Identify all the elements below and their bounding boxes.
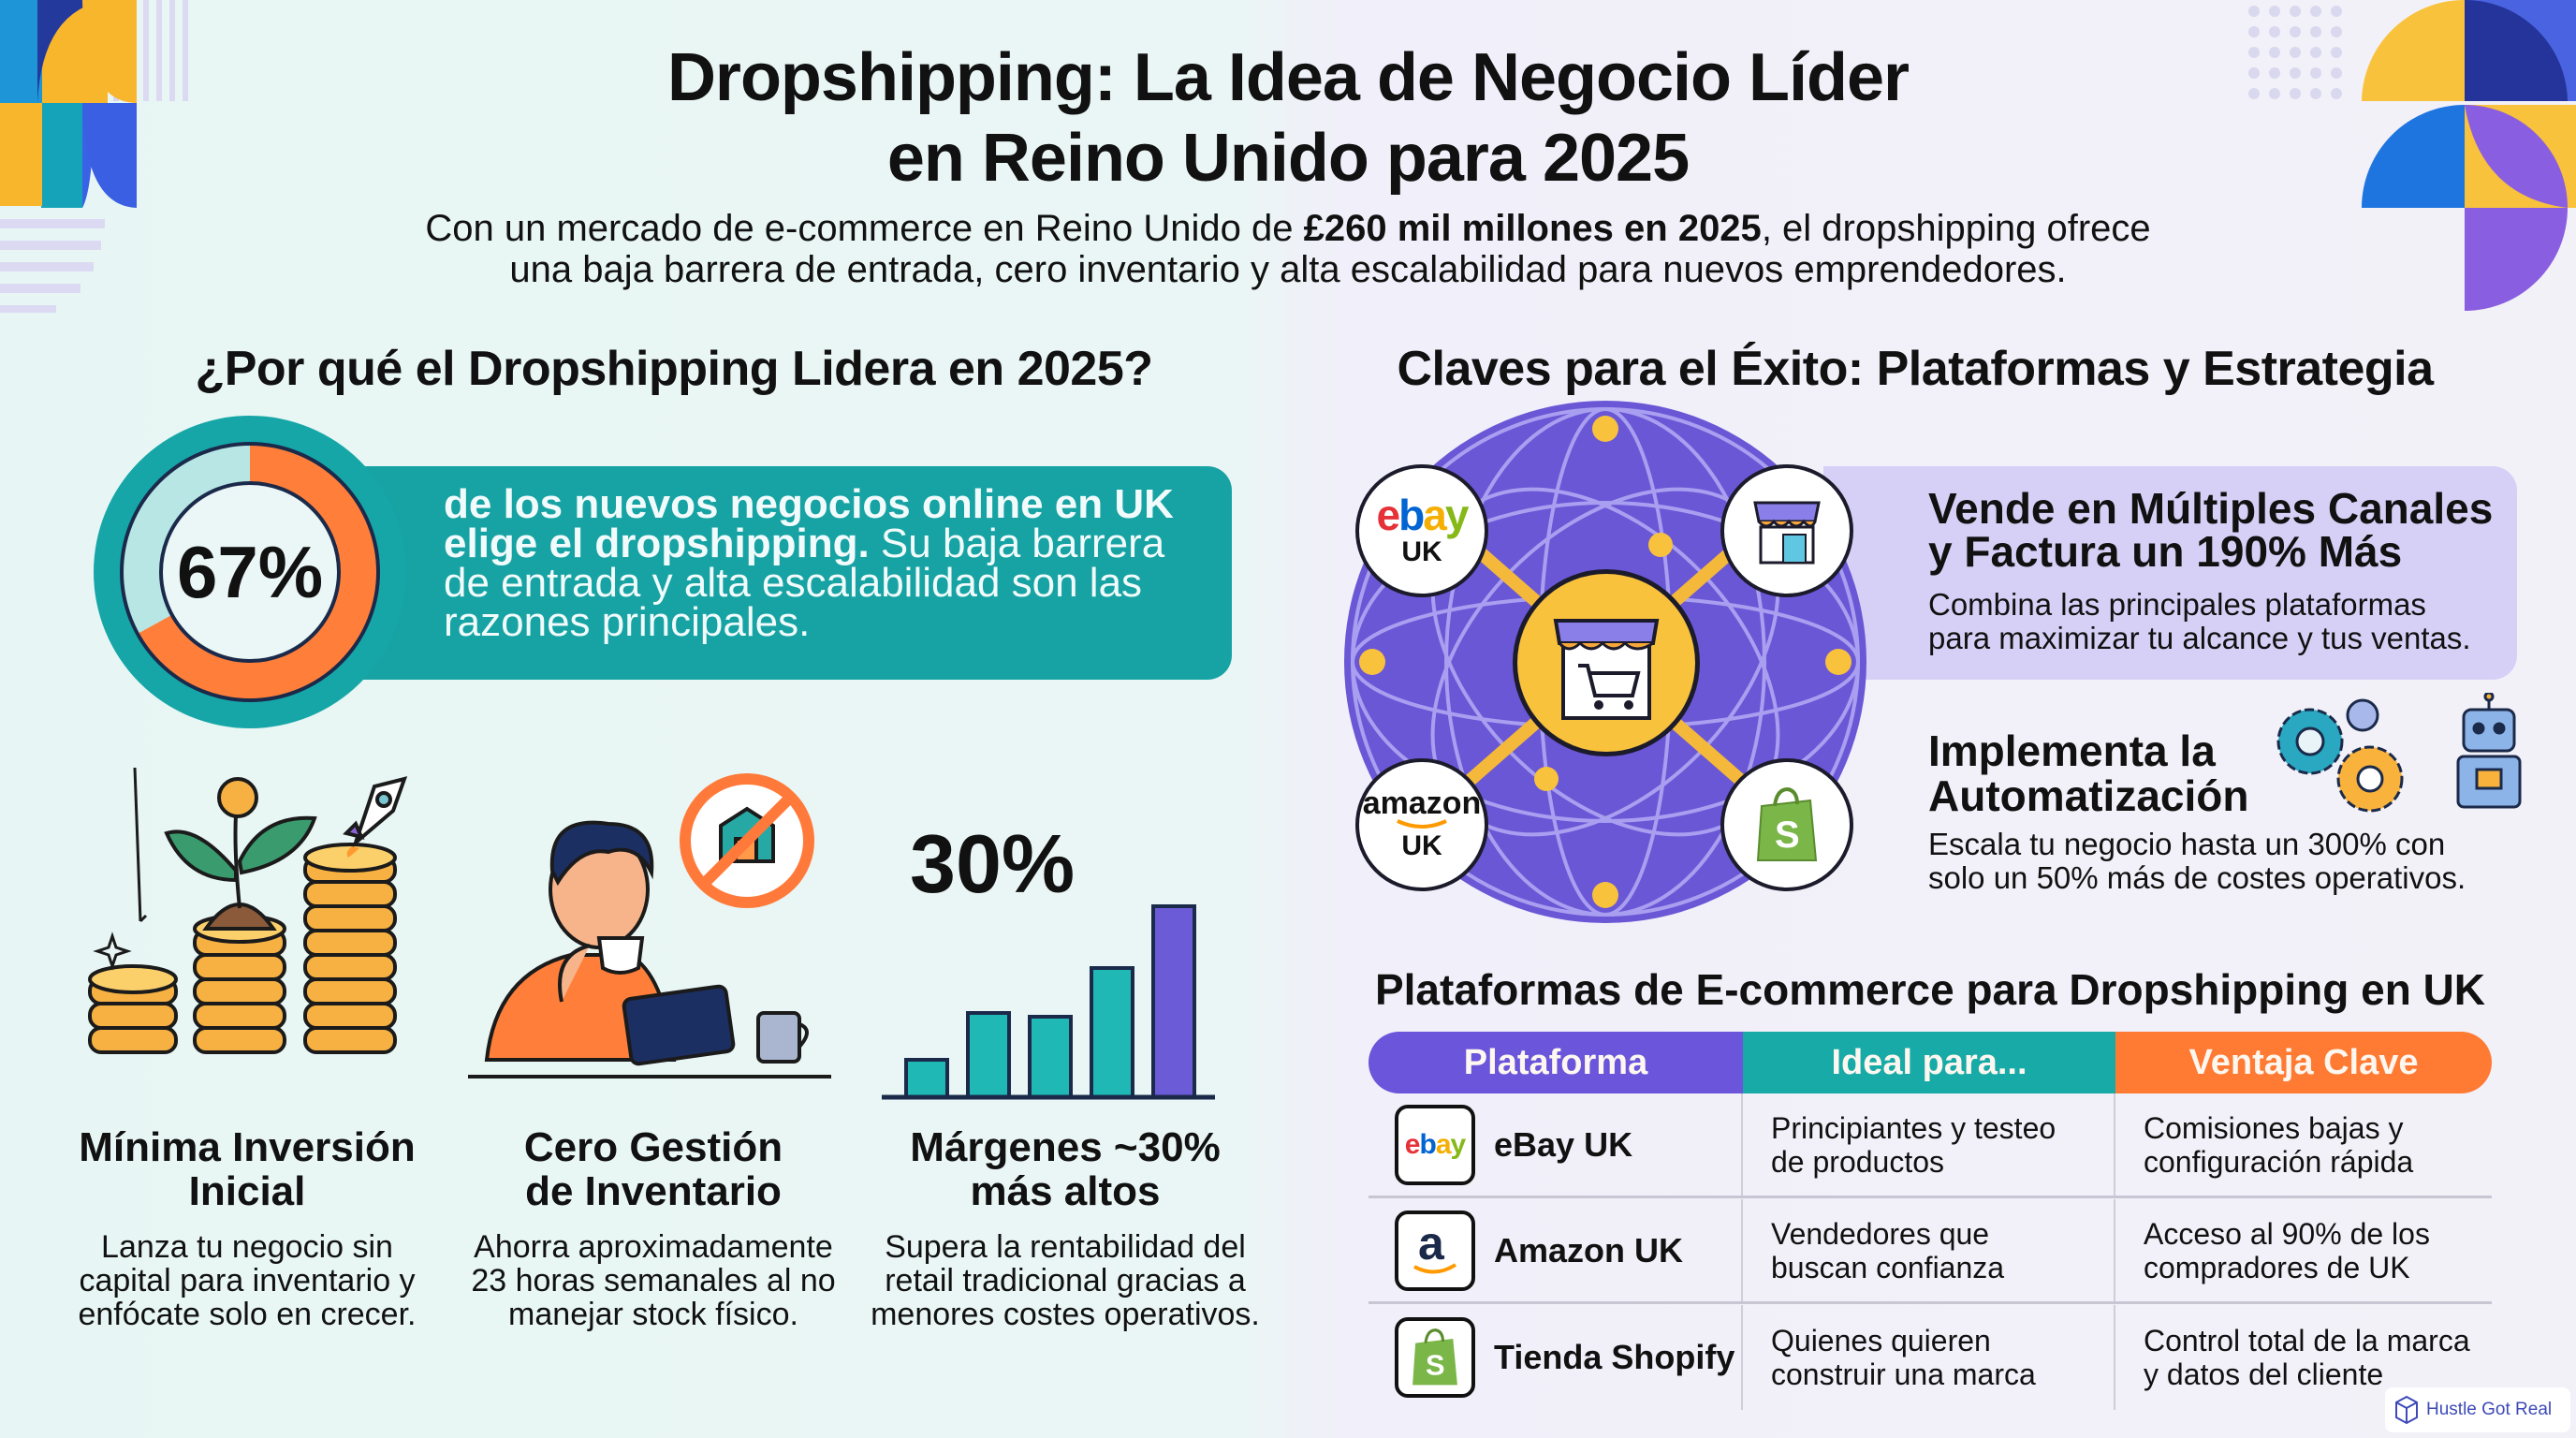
key-advantage: y datos del cliente	[2144, 1357, 2384, 1391]
automation-body-line: solo un 50% más de costes operativos.	[1928, 860, 2466, 895]
multichannel-banner	[1823, 466, 2517, 680]
feature-body: retail tradicional gracias a	[885, 1263, 1246, 1299]
feature-title: de Inventario	[525, 1168, 782, 1214]
platform-name: Tienda Shopify	[1494, 1338, 1735, 1376]
feature-body: Lanza tu negocio sin	[101, 1229, 393, 1265]
feature-body: enfócate solo en crecer.	[78, 1297, 417, 1332]
platforms-table-header: Plataforma Ideal para... Ventaja Clave	[1368, 1032, 2492, 1093]
feature-body: capital para inventario y	[79, 1263, 416, 1299]
growth-bar-chart	[882, 901, 1219, 1101]
key-advantage: Comisiones bajas y	[2144, 1110, 2404, 1145]
margin-big-number: 30%	[910, 817, 1076, 910]
key-advantage: configuración rápida	[2144, 1144, 2414, 1179]
feature-title: Márgenes ~30%	[910, 1124, 1221, 1170]
feature-body: Supera la rentabilidad del	[885, 1229, 1246, 1265]
stat-description-bold: de los nuevos negocios online en UK elig…	[444, 481, 1174, 566]
svg-text:S: S	[1775, 814, 1800, 856]
col-header-ideal: Ideal para...	[1743, 1032, 2115, 1093]
left-section-heading: ¿Por qué el Dropshipping Lidera en 2025?	[195, 342, 1153, 396]
ideal-for: buscan confianza	[1771, 1250, 2005, 1284]
ideal-for: Vendedores que	[1771, 1216, 1990, 1251]
automation-body-line: Escala tu negocio hasta un 300% con	[1928, 827, 2446, 861]
stat-value: 67%	[159, 481, 341, 663]
feature-body: manejar stock físico.	[508, 1297, 798, 1332]
shopify-bag-icon: S	[1720, 758, 1853, 891]
amazon-node-sub: UK	[1401, 830, 1442, 861]
ebay-node-sub: UK	[1401, 536, 1442, 567]
automation-heading-line: Automatización	[1928, 771, 2249, 820]
ebay-logo-icon: ebay	[1395, 1104, 1475, 1185]
multichannel-body-line: para maximizar tu alcance y tus ventas.	[1928, 621, 2471, 655]
ideal-for: Quienes quieren	[1771, 1324, 1991, 1357]
watermark-label: Hustle Got Real	[2426, 1400, 2553, 1419]
page-title: Dropshipping: La Idea de Negocio Líder e…	[0, 37, 2576, 198]
feature-body: 23 horas semanales al no	[471, 1263, 836, 1299]
multichannel-heading: Vende en Múltiples Canales y Factura un …	[1928, 487, 2493, 573]
automation-heading-line: Implementa la	[1928, 726, 2216, 775]
feature-title: Mínima Inversión	[79, 1124, 416, 1170]
ideal-for: construir una marca	[1771, 1357, 2036, 1391]
storefront-icon	[1720, 464, 1853, 597]
gears-robot-icon	[2265, 691, 2527, 829]
title-line-2: en Reino Unido para 2025	[886, 121, 1690, 196]
coins-plant-rocket-icon	[75, 767, 431, 1109]
feature-zero-inventory: Cero Gestión de Inventario Ahorra aproxim…	[457, 1125, 850, 1331]
automation-body: Escala tu negocio hasta un 300% con solo…	[1928, 828, 2466, 895]
key-advantage: Acceso al 90% de los	[2144, 1216, 2430, 1251]
page-subtitle: Con un mercado de e-commerce en Reino Un…	[0, 208, 2576, 290]
ebay-uk-node: ebay UK	[1355, 464, 1488, 597]
feature-body: Ahorra aproximadamente	[474, 1229, 833, 1265]
amazon-uk-node: amazon UK	[1355, 758, 1488, 891]
table-row: ebay eBay UK Principiantes y testeo de pr…	[1368, 1093, 2492, 1198]
feature-minimal-investment: Mínima Inversión Inicial Lanza tu negocio…	[51, 1125, 444, 1331]
key-advantage: Control total de la marca	[2144, 1324, 2470, 1357]
stat-description-rest: Su baja barrera de entrada y alta escala…	[444, 521, 1165, 645]
platforms-table-heading: Plataformas de E-commerce para Dropshipp…	[1374, 965, 2486, 1014]
center-shop-cart-icon	[1513, 569, 1700, 756]
ideal-for: de productos	[1771, 1144, 1945, 1179]
svg-text:a: a	[1418, 1218, 1445, 1269]
watermark-badge[interactable]: Hustle Got Real	[2385, 1387, 2570, 1432]
feature-title: Inicial	[188, 1168, 306, 1214]
col-header-platform: Plataforma	[1368, 1032, 1743, 1093]
subtitle-line-2: una baja barrera de entrada, cero invent…	[509, 249, 2067, 290]
decor-top-right	[2228, 0, 2576, 323]
ideal-for: Principiantes y testeo	[1771, 1110, 2056, 1145]
feature-title: Cero Gestión	[523, 1124, 783, 1170]
man-coffee-tablet-icon	[468, 768, 842, 1109]
cube-logo-icon	[2395, 1395, 2418, 1425]
multichannel-body-line: Combina las principales plataformas	[1928, 587, 2426, 622]
feature-higher-margins: Márgenes ~30% más altos Supera la rentabi…	[869, 1125, 1262, 1331]
right-section-heading: Claves para el Éxito: Plataformas y Estr…	[1397, 342, 2434, 396]
table-row: a Amazon UK Vendedores que buscan confian…	[1368, 1199, 2492, 1304]
stat-banner	[309, 466, 1232, 680]
subtitle-text-end: , el dropshipping ofrece	[1761, 208, 2151, 249]
subtitle-highlight: £260 mil millones en 2025	[1303, 208, 1762, 249]
amazon-logo-icon: a	[1395, 1210, 1475, 1291]
platform-name: Amazon UK	[1494, 1230, 1684, 1269]
key-advantage: compradores de UK	[2144, 1250, 2410, 1284]
subtitle-text: Con un mercado de e-commerce en Reino Un…	[425, 208, 1304, 249]
feature-title: más altos	[970, 1168, 1161, 1214]
shopify-logo-icon: S	[1395, 1317, 1475, 1398]
automation-heading: Implementa la Automatización	[1928, 728, 2248, 818]
multichannel-heading-line: y Factura un 190% Más	[1928, 527, 2403, 576]
platform-name: eBay UK	[1494, 1124, 1633, 1164]
decor-top-left-shapes	[0, 0, 225, 323]
feature-body: menores costes operativos.	[871, 1297, 1260, 1332]
table-row: S Tienda Shopify Quienes quieren construi…	[1368, 1305, 2492, 1410]
stat-description: de los nuevos negocios online en UK elig…	[444, 484, 1221, 645]
svg-text:S: S	[1426, 1349, 1445, 1382]
title-line-1: Dropshipping: La Idea de Negocio Líder	[666, 40, 1910, 115]
multichannel-heading-line: Vende en Múltiples Canales	[1928, 484, 2494, 533]
multichannel-body: Combina las principales plataformas para…	[1928, 588, 2471, 655]
amazon-node-label: amazon	[1362, 785, 1482, 821]
col-header-advantage: Ventaja Clave	[2115, 1032, 2492, 1093]
